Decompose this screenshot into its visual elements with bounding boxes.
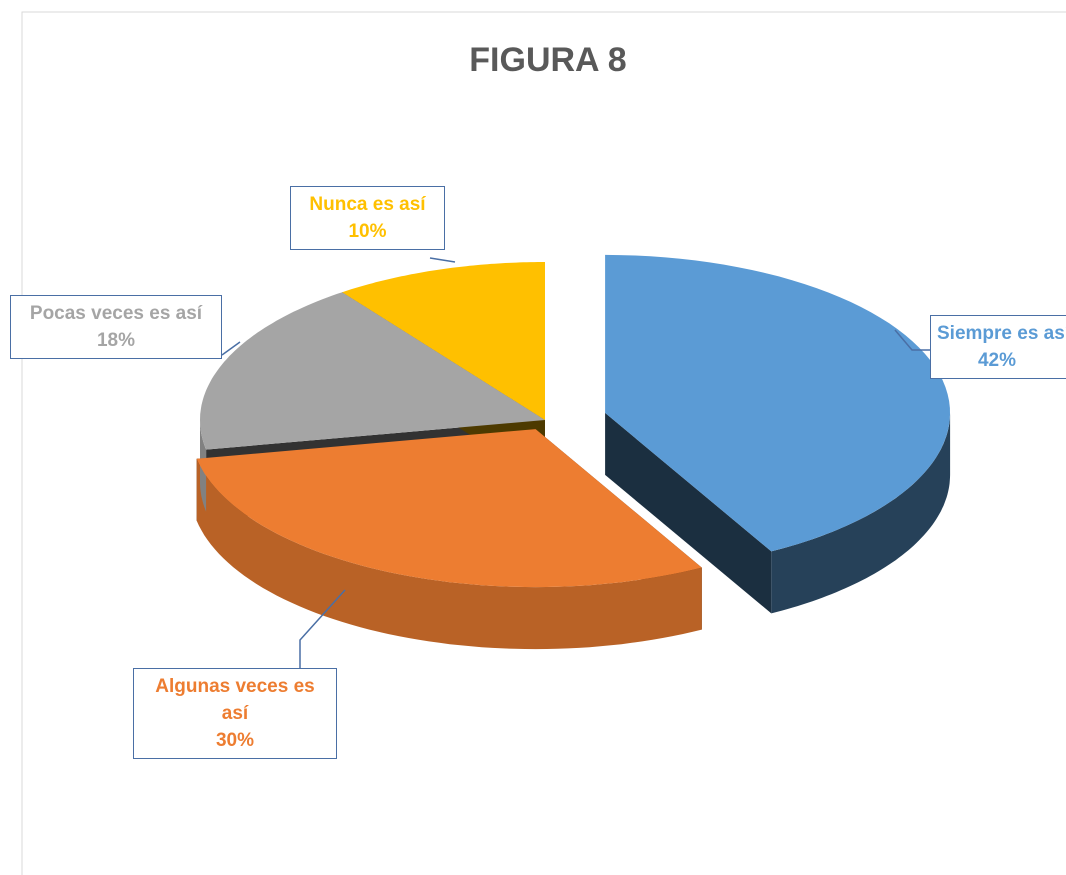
leader-line — [299, 589, 346, 668]
leader-lines — [221, 257, 930, 668]
slice — [605, 254, 950, 552]
slice — [196, 429, 702, 588]
slice-wall — [771, 412, 951, 614]
label-category: Pocas veces es así — [29, 303, 203, 324]
chart-border — [21, 11, 1066, 875]
label-category: Nunca es así — [309, 194, 426, 215]
slice-wall — [196, 458, 702, 650]
slice — [342, 262, 545, 420]
label-value: 42% — [977, 350, 1017, 371]
chart-title: FIGURA 8 — [469, 41, 626, 79]
label-category: Siempre es así — [937, 323, 1066, 344]
slice — [200, 292, 545, 450]
label-value: 30% — [215, 730, 255, 751]
data-label: Pocas veces es así 18% — [10, 295, 222, 359]
data-label: Nunca es así 10% — [290, 186, 445, 250]
leader-line — [429, 257, 456, 263]
leader-line — [221, 341, 241, 356]
label-value: 10% — [348, 221, 387, 242]
label-value: 18% — [96, 330, 136, 351]
label-category: Algunas veces es así — [155, 676, 315, 724]
data-label: Algunas veces es así 30% — [133, 668, 337, 759]
leader-line — [894, 329, 930, 351]
data-label: Siempre es así 42% — [930, 315, 1066, 379]
pie — [196, 254, 951, 650]
slice-side — [605, 412, 772, 614]
